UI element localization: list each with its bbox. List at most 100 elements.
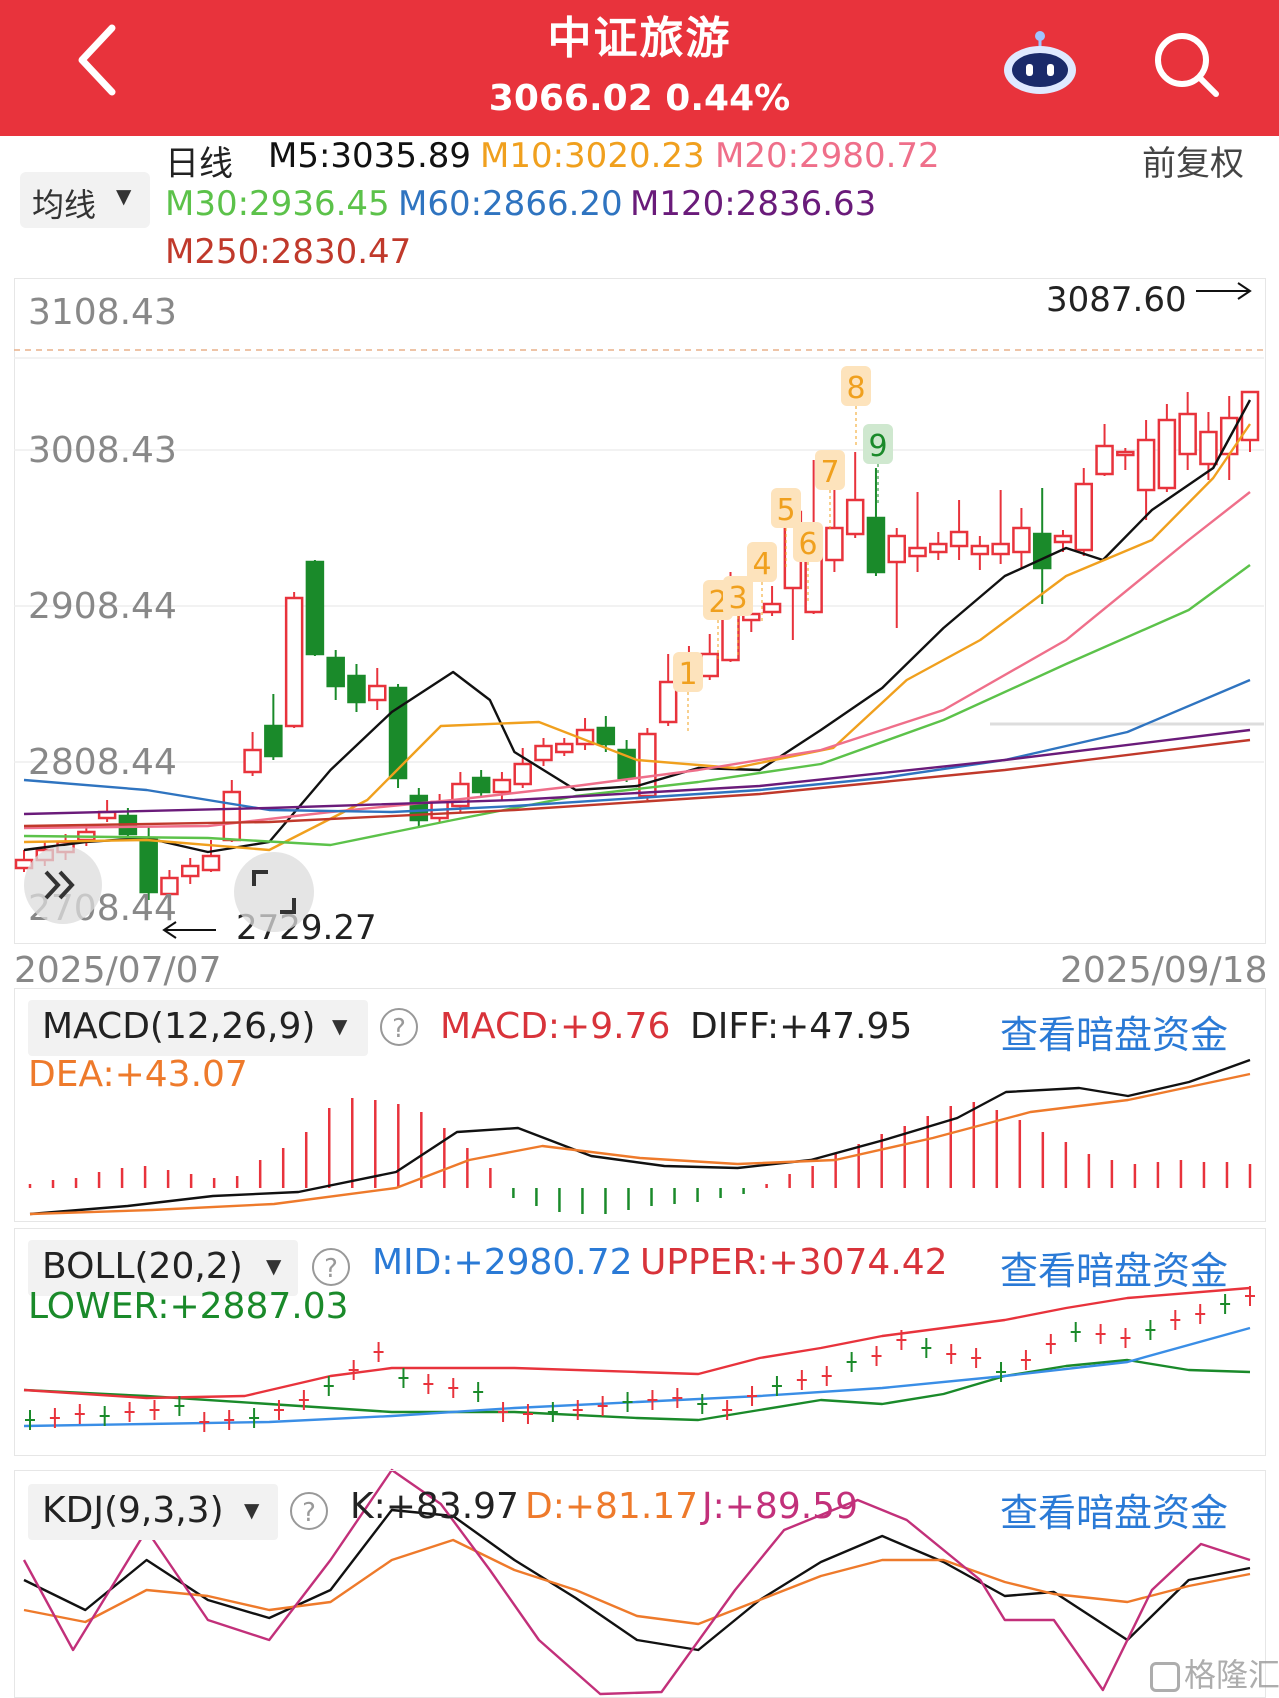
candle-body bbox=[160, 876, 179, 896]
macd-dea-line bbox=[29, 1072, 1251, 1216]
macd-selector[interactable]: MACD(12,26,9) ▼ bbox=[28, 1000, 368, 1056]
ma-legend-item: M250:2830.47 bbox=[165, 232, 412, 272]
td-marker-badge bbox=[673, 652, 703, 692]
macd-diff-line bbox=[29, 1058, 1251, 1216]
candle-body bbox=[1157, 418, 1177, 490]
td-marker-label: 6 bbox=[798, 527, 817, 562]
kdj-j: J:+89.59 bbox=[702, 1486, 858, 1527]
dropdown-icon: ▼ bbox=[266, 1254, 282, 1278]
td-marker-label: 5 bbox=[776, 493, 795, 528]
kdj-dark-pool-link[interactable]: 查看暗盘资金 bbox=[1000, 1491, 1229, 1535]
search-button[interactable] bbox=[1150, 28, 1222, 100]
boll-dark-pool-link[interactable]: 查看暗盘资金 bbox=[1000, 1249, 1229, 1293]
candle-body bbox=[1136, 438, 1156, 492]
td-marker-badge bbox=[771, 488, 801, 528]
candle-body bbox=[762, 602, 782, 614]
expand-button[interactable] bbox=[24, 846, 102, 924]
expand-icon bbox=[44, 870, 75, 900]
ma-selector[interactable]: 均线 ▼ bbox=[20, 172, 150, 228]
macd-value: MACD:+9.76 bbox=[440, 1006, 671, 1047]
candle-body bbox=[596, 726, 616, 746]
ma-legend-item: M10:3020.23 bbox=[480, 136, 705, 176]
kdj-j-line bbox=[22, 1468, 1251, 1696]
candle-body bbox=[1012, 526, 1031, 554]
td-marker-badge bbox=[815, 450, 845, 490]
ma20-line bbox=[23, 491, 1251, 830]
macd-selector-label: MACD(12,26,9) bbox=[42, 1006, 316, 1047]
watermark-logo: 格隆汇 bbox=[1150, 1650, 1279, 1696]
candle-body bbox=[1116, 450, 1135, 457]
dropdown-icon: ▼ bbox=[116, 184, 132, 208]
candle-body bbox=[866, 516, 886, 574]
dea-value: DEA:+43.07 bbox=[28, 1054, 248, 1095]
header-bar: 中证旅游 3066.02 0.44% bbox=[0, 0, 1279, 136]
candle-body bbox=[139, 836, 158, 894]
candle-body bbox=[825, 526, 844, 562]
y-tick-label: 3008.43 bbox=[28, 430, 177, 471]
ma-legend-item: M5:3035.89 bbox=[268, 136, 472, 176]
candle-body bbox=[534, 744, 553, 762]
td-marker-badge bbox=[841, 366, 871, 406]
page-title: 中证旅游 bbox=[547, 13, 732, 64]
back-arrow-icon bbox=[78, 24, 116, 96]
end-date-label: 2025/09/18 bbox=[1060, 950, 1268, 991]
adjust-mode[interactable]: 前复权 bbox=[1142, 144, 1244, 184]
td-marker-label: 3 bbox=[728, 581, 747, 616]
high-price-label: 3087.60 bbox=[1046, 280, 1187, 320]
candle-body bbox=[368, 684, 387, 702]
dropdown-icon: ▼ bbox=[332, 1014, 348, 1038]
current-price: 3066.02 bbox=[488, 78, 653, 119]
kdj-k: K:+83.97 bbox=[350, 1486, 519, 1527]
period-label[interactable]: 日线 bbox=[165, 144, 233, 184]
candle-body bbox=[1053, 534, 1073, 544]
td-marker-badge bbox=[723, 576, 753, 616]
candle-body bbox=[471, 776, 491, 794]
y-tick-label: 2908.44 bbox=[28, 586, 177, 627]
kdj-d: D:+81.17 bbox=[525, 1486, 699, 1527]
td-marker-badge bbox=[747, 542, 777, 582]
td-marker-badge bbox=[793, 522, 823, 562]
td-marker-label: 2 bbox=[708, 585, 727, 620]
help-icon[interactable]: ? bbox=[312, 1248, 350, 1286]
ma30-line bbox=[23, 564, 1251, 847]
boll-selector[interactable]: BOLL(20,2) ▼ bbox=[28, 1240, 298, 1296]
candle-body bbox=[264, 724, 283, 758]
candle-body bbox=[970, 544, 990, 556]
candle-body bbox=[1032, 532, 1052, 570]
logo-icon bbox=[1150, 1662, 1180, 1692]
diff-value: DIFF:+47.95 bbox=[690, 1006, 913, 1047]
candle-body bbox=[284, 596, 304, 728]
back-button[interactable] bbox=[62, 20, 142, 100]
candle-body bbox=[638, 732, 657, 798]
robot-icon bbox=[1004, 31, 1076, 94]
price-summary: 3066.02 0.44% bbox=[0, 78, 1279, 119]
fullscreen-button[interactable] bbox=[234, 852, 314, 932]
robot-assistant-button[interactable] bbox=[998, 28, 1082, 98]
ma10-line bbox=[23, 423, 1251, 852]
macd-panel bbox=[14, 988, 1266, 1222]
candle-body bbox=[409, 794, 429, 822]
kdj-selector-label: KDJ(9,3,3) bbox=[42, 1490, 224, 1531]
td-marker-label: 8 bbox=[846, 371, 865, 406]
boll-lower-line bbox=[23, 1358, 1251, 1422]
help-icon[interactable]: ? bbox=[380, 1008, 418, 1046]
macd-dark-pool-link[interactable]: 查看暗盘资金 bbox=[1000, 1013, 1229, 1057]
candle-body bbox=[347, 674, 366, 704]
low-arrow bbox=[162, 921, 177, 939]
search-icon bbox=[1155, 33, 1219, 97]
ma-legend-item: M20:2980.72 bbox=[715, 136, 940, 176]
y-tick-label: 3108.43 bbox=[28, 292, 177, 333]
ma-legend-item: M120:2836.63 bbox=[630, 184, 877, 224]
high-arrow bbox=[1237, 282, 1252, 300]
kdj-d-line bbox=[23, 1538, 1251, 1626]
fullscreen-icon bbox=[252, 870, 296, 914]
boll-lower: LOWER:+2887.03 bbox=[28, 1286, 349, 1327]
candle-body bbox=[222, 790, 242, 842]
kdj-selector[interactable]: KDJ(9,3,3) ▼ bbox=[28, 1484, 278, 1540]
ma-selector-label: 均线 bbox=[32, 186, 97, 224]
candle-body bbox=[949, 530, 969, 548]
help-icon[interactable]: ? bbox=[290, 1492, 328, 1530]
td-marker-label: 4 bbox=[752, 547, 771, 582]
y-tick-label: 2808.44 bbox=[28, 742, 177, 783]
